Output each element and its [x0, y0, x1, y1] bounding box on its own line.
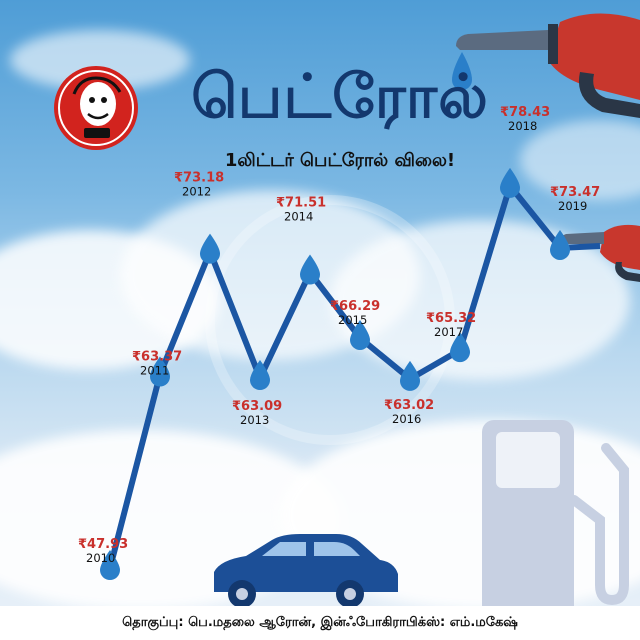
price-label-2019: ₹73.47: [550, 185, 600, 200]
fuel-nozzle-small-icon: [560, 224, 640, 282]
data-point-drop-2011: [150, 356, 170, 387]
fuel-nozzle-top-icon: [456, 13, 640, 118]
cloud: [520, 120, 640, 200]
page-title: பெட்ரோல்: [191, 62, 489, 132]
year-label-2010: 2010: [86, 551, 115, 565]
magazine-logo: [54, 66, 138, 150]
price-label-2016: ₹63.02: [384, 398, 434, 413]
fuel-drop-icon: [452, 52, 472, 90]
data-point-drop-2019: [550, 229, 570, 260]
year-label-2012: 2012: [182, 185, 211, 199]
price-label-2017: ₹65.32: [426, 311, 476, 326]
data-point-drop-2018: [500, 167, 520, 198]
data-point-drop-2015: [350, 319, 370, 350]
data-point-drop-2017: [450, 332, 470, 363]
price-label-2013: ₹63.09: [232, 399, 282, 414]
price-label-2011: ₹63.37: [132, 350, 182, 365]
year-label-2019: 2019: [558, 199, 587, 213]
price-label-2014: ₹71.51: [276, 196, 326, 211]
year-label-2013: 2013: [240, 413, 269, 427]
fuel-pump-icon: [470, 420, 629, 626]
data-point-drop-2013: [250, 360, 270, 391]
price-label-2015: ₹66.29: [330, 299, 380, 314]
year-label-2014: 2014: [284, 210, 313, 224]
data-point-drop-2010: [100, 550, 120, 580]
year-label-2018: 2018: [508, 119, 537, 133]
year-label-2015: 2015: [338, 313, 367, 327]
data-point-drop-2012: [200, 233, 220, 264]
price-label-2012: ₹73.18: [174, 171, 224, 186]
year-label-2017: 2017: [434, 325, 463, 339]
watermark: [205, 195, 455, 445]
chart-mark-layer: [100, 167, 570, 580]
data-point-drop-2016: [400, 360, 420, 391]
price-label-2018: ₹78.43: [500, 105, 550, 120]
car-icon: [214, 534, 398, 608]
data-point-drop-2014: [300, 254, 320, 285]
year-label-2011: 2011: [140, 364, 169, 378]
year-label-2016: 2016: [392, 412, 421, 426]
credits-footer: தொகுப்பு: பெ.மதலை ஆரோன், இன்ஃபோகிராபிக்ஸ…: [0, 606, 640, 640]
page-subtitle: 1லிட்டர் பெட்ரோல் விலை!: [224, 150, 456, 171]
price-label-2010: ₹47.93: [78, 537, 128, 552]
